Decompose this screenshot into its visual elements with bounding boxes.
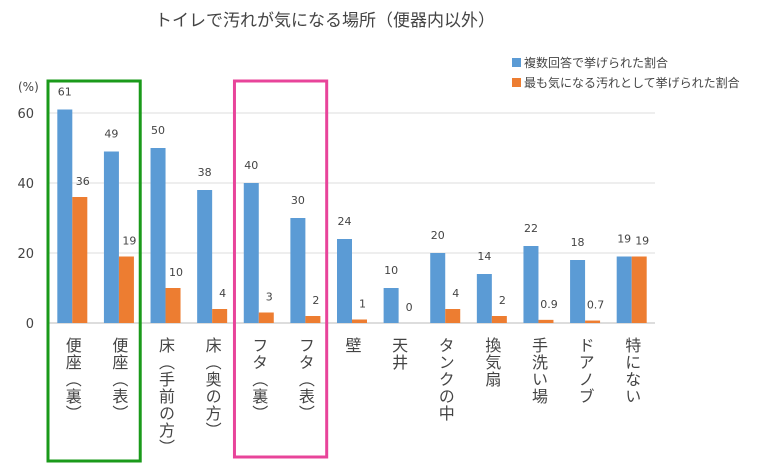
- data-label: 0: [406, 301, 413, 314]
- data-label: 36: [76, 175, 90, 188]
- data-label: 19: [635, 235, 649, 248]
- bar-orange: [538, 319, 554, 323]
- bar-blue: [57, 109, 73, 323]
- category-label: フタ（裏）: [249, 337, 268, 422]
- category-label: 手洗い場: [529, 337, 548, 405]
- data-label: 30: [291, 194, 305, 207]
- category-label: 床（奥の方）: [203, 337, 222, 439]
- bar-blue: [523, 246, 539, 323]
- data-label: 38: [198, 166, 212, 179]
- data-label: 14: [477, 250, 491, 263]
- category-label: 天井: [389, 337, 408, 371]
- bar-blue: [337, 239, 352, 323]
- category-label: 特にない: [622, 337, 641, 405]
- bar-orange: [445, 309, 461, 323]
- data-label: 2: [312, 294, 319, 307]
- category-label: 便座（裏）: [63, 337, 82, 422]
- bar-orange: [305, 316, 321, 323]
- bar-blue: [103, 151, 119, 323]
- category-label: ドアノブ: [576, 337, 595, 405]
- data-label: 24: [338, 215, 352, 228]
- legend-label: 複数回答で挙げられた割合: [524, 55, 668, 70]
- bar-blue: [243, 183, 259, 323]
- data-label: 20: [431, 229, 445, 242]
- data-label: 61: [58, 86, 72, 99]
- bar-blue: [430, 253, 446, 323]
- data-label: 3: [266, 291, 273, 304]
- bar-blue: [570, 260, 586, 323]
- data-label: 4: [452, 287, 459, 300]
- legend-swatch: [512, 58, 521, 67]
- category-label: 便座（表）: [109, 337, 128, 422]
- legend-swatch: [512, 78, 521, 87]
- highlight-frame: [232, 79, 329, 459]
- data-label: 19: [122, 235, 136, 248]
- data-label: 40: [244, 159, 258, 172]
- bar-orange: [491, 316, 507, 323]
- bar-orange: [165, 288, 181, 323]
- data-label: 19: [617, 233, 631, 246]
- category-label: 壁: [343, 336, 362, 354]
- y-tick-label: 0: [26, 317, 34, 332]
- data-label: 0.9: [540, 298, 558, 311]
- data-label: 18: [571, 236, 585, 249]
- data-label: 22: [524, 222, 538, 235]
- data-label: 10: [169, 266, 183, 279]
- bar-orange: [212, 309, 228, 323]
- data-label: 0.7: [587, 299, 605, 312]
- category-label: 床（手前の方）: [156, 337, 175, 456]
- y-axis-label: (%): [18, 80, 39, 94]
- chart-title: トイレで汚れが気になる場所（便器内以外）: [155, 11, 495, 31]
- highlight-frame: [46, 79, 142, 463]
- data-label: 49: [104, 128, 118, 141]
- bar-orange: [585, 320, 601, 323]
- y-tick-label: 60: [17, 107, 34, 122]
- bar-blue: [150, 148, 166, 323]
- category-label: 換気扇: [482, 337, 501, 388]
- bar-orange: [631, 256, 647, 323]
- bar-orange: [352, 319, 367, 323]
- data-label: 2: [499, 294, 506, 307]
- y-tick-label: 40: [17, 177, 34, 192]
- legend-label: 最も気になる汚れとして挙げられた割合: [524, 75, 740, 90]
- bar-orange: [72, 197, 88, 323]
- bar-orange: [118, 256, 134, 323]
- bar-orange: [258, 312, 274, 323]
- category-label: フタ（表）: [296, 337, 315, 422]
- bar-blue: [383, 288, 399, 323]
- bar-blue: [197, 190, 213, 323]
- bar-blue: [616, 256, 632, 323]
- data-label: 4: [219, 287, 226, 300]
- bar-blue: [290, 218, 306, 323]
- data-label: 1: [359, 298, 366, 311]
- bar-blue: [476, 274, 492, 323]
- data-label: 10: [384, 264, 398, 277]
- data-label: 50: [151, 124, 165, 137]
- category-label: タンクの中: [436, 337, 455, 422]
- y-tick-label: 20: [17, 247, 34, 262]
